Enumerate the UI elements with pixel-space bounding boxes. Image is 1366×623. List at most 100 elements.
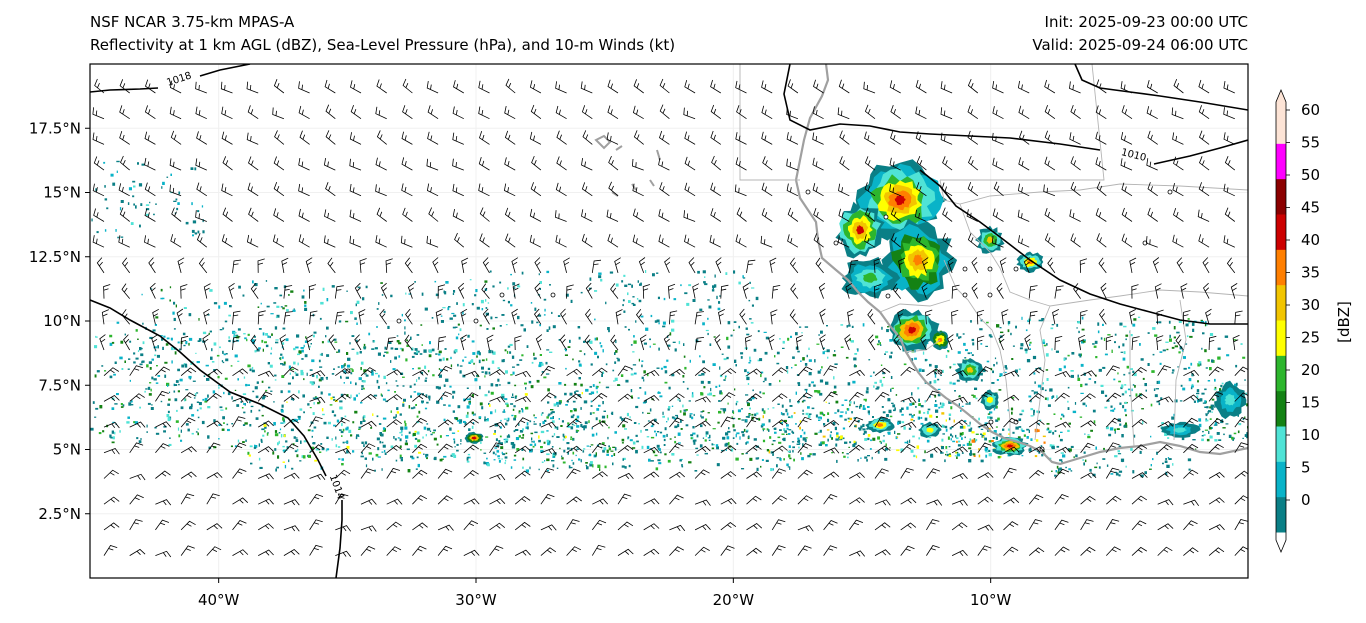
wind-barb xyxy=(947,334,954,351)
wind-barb xyxy=(437,365,453,376)
wind-barb xyxy=(786,107,799,120)
wind-barb xyxy=(642,284,651,299)
wind-barb xyxy=(643,370,660,377)
wind-barb xyxy=(1173,156,1184,171)
wind-barb xyxy=(1147,207,1158,222)
wind-barb xyxy=(1095,105,1107,120)
wind-barb xyxy=(664,257,671,274)
wind-barb xyxy=(1129,257,1137,273)
wind-barb xyxy=(967,105,979,120)
wind-barb xyxy=(309,416,323,428)
wind-barb xyxy=(1147,130,1158,145)
wind-barb xyxy=(1105,519,1120,531)
wind-barb xyxy=(1199,130,1210,145)
wind-barb xyxy=(458,282,465,299)
wind-barb xyxy=(452,158,464,171)
wind-barb xyxy=(206,368,223,377)
wind-barb xyxy=(1080,546,1096,556)
wind-barb xyxy=(426,183,439,197)
wind-barb xyxy=(206,392,222,402)
wind-barb xyxy=(812,183,824,197)
wind-barb xyxy=(746,522,763,531)
wind-barb xyxy=(592,392,608,402)
wind-barb xyxy=(873,284,882,299)
wind-barb xyxy=(617,472,634,480)
wind-barb xyxy=(180,520,196,531)
wind-barb xyxy=(977,496,994,505)
wind-barb xyxy=(643,419,660,428)
wind-barb xyxy=(643,548,660,556)
wind-barb xyxy=(683,107,696,120)
wind-barb xyxy=(1157,444,1173,454)
wind-barb xyxy=(328,334,336,351)
wind-barb xyxy=(847,309,855,325)
wind-barb xyxy=(535,334,543,351)
wind-barb xyxy=(529,234,542,248)
wind-barb xyxy=(386,394,403,402)
wind-barb xyxy=(1054,519,1069,531)
wind-barb xyxy=(529,208,542,222)
wind-barb xyxy=(283,418,300,428)
wind-barb xyxy=(129,365,144,376)
wind-barb xyxy=(818,282,826,299)
wind-barb xyxy=(257,523,274,531)
wind-barb xyxy=(119,105,130,120)
wind-barb xyxy=(1224,207,1236,222)
wind-barb xyxy=(556,156,567,171)
wind-barb xyxy=(746,471,763,479)
wind-barb xyxy=(121,283,131,299)
wind-barb xyxy=(386,546,402,556)
wind-barb xyxy=(797,525,814,532)
wind-barb xyxy=(789,309,799,325)
wind-barb xyxy=(1145,236,1158,248)
wind-barb xyxy=(283,549,300,556)
colorbar-bin xyxy=(1276,284,1286,321)
wind-barb xyxy=(402,207,413,222)
wind-barb xyxy=(873,258,881,273)
wind-barb xyxy=(926,368,942,377)
wind-barb xyxy=(643,523,660,531)
wind-barb xyxy=(335,550,352,558)
wind-barb xyxy=(283,366,299,376)
wind-barb xyxy=(617,365,632,376)
wind-barb xyxy=(566,445,583,454)
wind-barb xyxy=(1131,418,1148,428)
wind-barb xyxy=(874,445,891,454)
wind-barb xyxy=(514,495,531,505)
wind-barb xyxy=(608,181,619,197)
wind-barb xyxy=(643,395,660,402)
wind-barb xyxy=(386,337,396,351)
wind-barb xyxy=(566,519,580,531)
wind-barb xyxy=(257,446,274,454)
wind-barb xyxy=(514,521,531,531)
wind-barb xyxy=(584,308,593,325)
wind-barb xyxy=(947,257,954,274)
colorbar-tick-label: 60 xyxy=(1301,101,1320,119)
wind-barb xyxy=(360,525,377,532)
wind-barb xyxy=(96,257,105,274)
wind-barb xyxy=(746,259,756,273)
wind-barb xyxy=(335,368,351,377)
wind-barb xyxy=(951,284,960,299)
wind-barb xyxy=(951,522,968,531)
wind-barb xyxy=(1223,107,1235,120)
wind-barb xyxy=(379,308,388,325)
wind-barb xyxy=(1054,421,1071,428)
wind-barb xyxy=(1180,283,1188,299)
wind-barb xyxy=(514,417,530,428)
wind-barb xyxy=(324,79,336,94)
wind-barb xyxy=(206,493,220,505)
wind-barb xyxy=(155,366,171,376)
wind-barb xyxy=(874,499,891,506)
wind-barb xyxy=(323,158,336,171)
wind-barb xyxy=(454,232,465,248)
wind-barb xyxy=(232,396,249,404)
wind-barb xyxy=(515,396,531,403)
wind-barb xyxy=(1232,334,1240,351)
wind-barb xyxy=(176,308,184,325)
wind-barb xyxy=(273,208,285,222)
wind-barb xyxy=(1199,156,1210,171)
wind-barb xyxy=(1069,132,1081,145)
wind-barb xyxy=(694,524,711,531)
